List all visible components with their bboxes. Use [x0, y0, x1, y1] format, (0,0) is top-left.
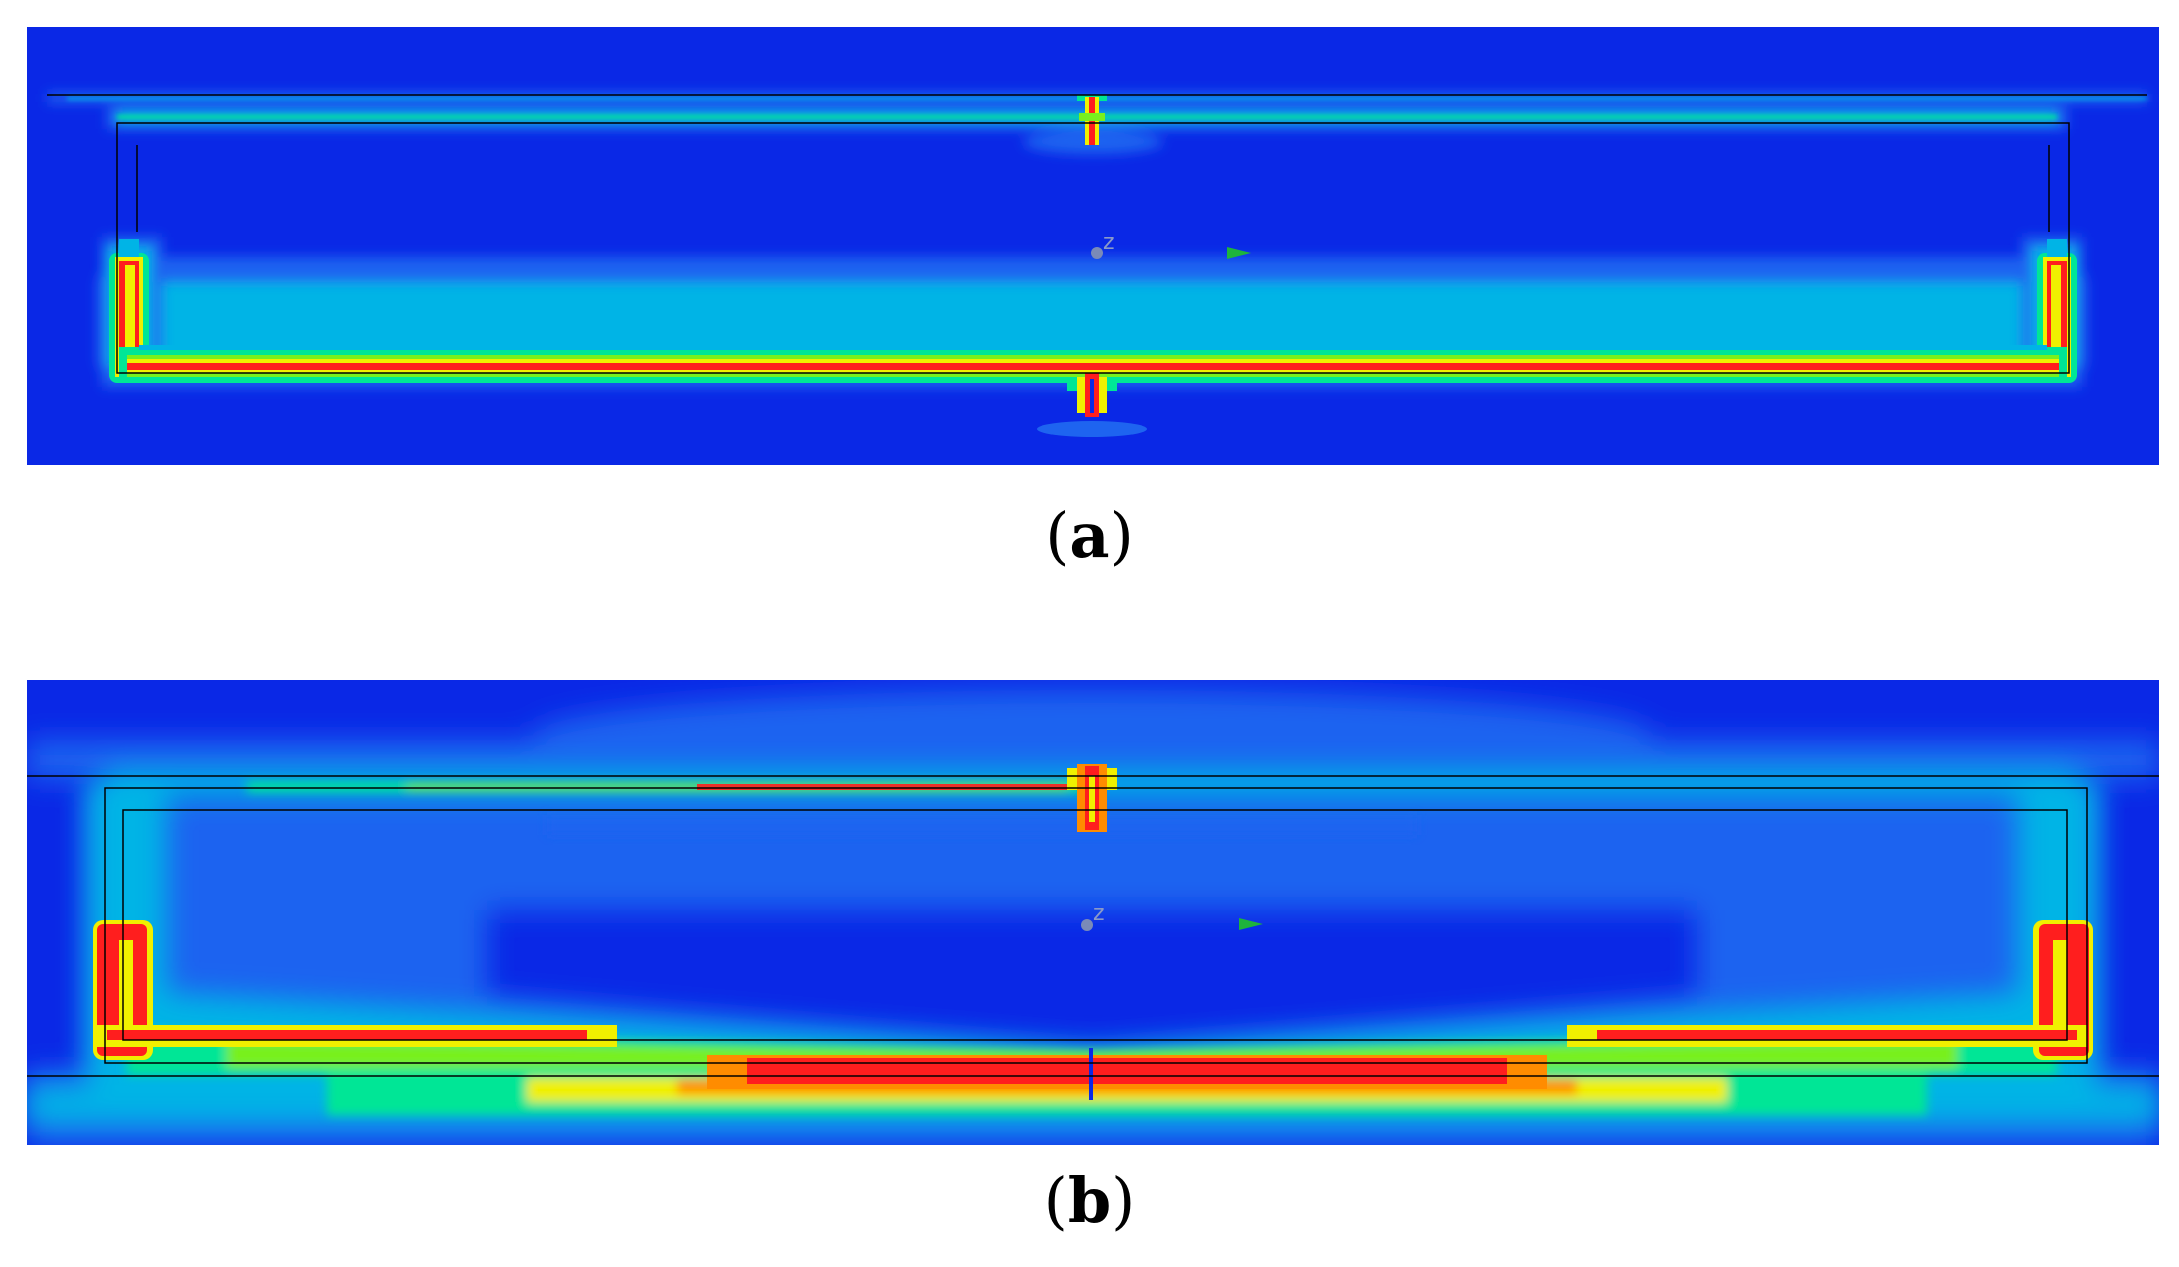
geometry-outline-b — [27, 775, 2159, 1077]
top-flange-b — [697, 764, 1117, 832]
caption-b: (b) — [1043, 1164, 1136, 1237]
caption-a: (a) — [1045, 499, 1134, 572]
geometry-outline-a — [47, 94, 2147, 374]
contour-plot-b: z — [27, 680, 2159, 1145]
contour-image-a: z — [47, 93, 2147, 437]
left-bracket-b — [93, 920, 617, 1060]
axis-label-z-b: z — [1093, 901, 1105, 926]
bottom-flange-bands — [119, 345, 2067, 383]
center-joint-bottom — [1037, 373, 1147, 437]
contour-plot-a: z — [27, 27, 2159, 465]
axis-label-z-a: z — [1103, 230, 1115, 255]
center-joint-top — [1077, 95, 1107, 145]
right-bracket-b — [1567, 920, 2093, 1060]
contour-image-b: z — [27, 690, 2159, 1145]
axis-triad-b: z — [1081, 901, 1263, 931]
axis-triad-a: z — [1091, 230, 1251, 259]
axis-arrow-icon-b — [1239, 918, 1263, 930]
axis-arrow-icon-a — [1227, 247, 1251, 259]
